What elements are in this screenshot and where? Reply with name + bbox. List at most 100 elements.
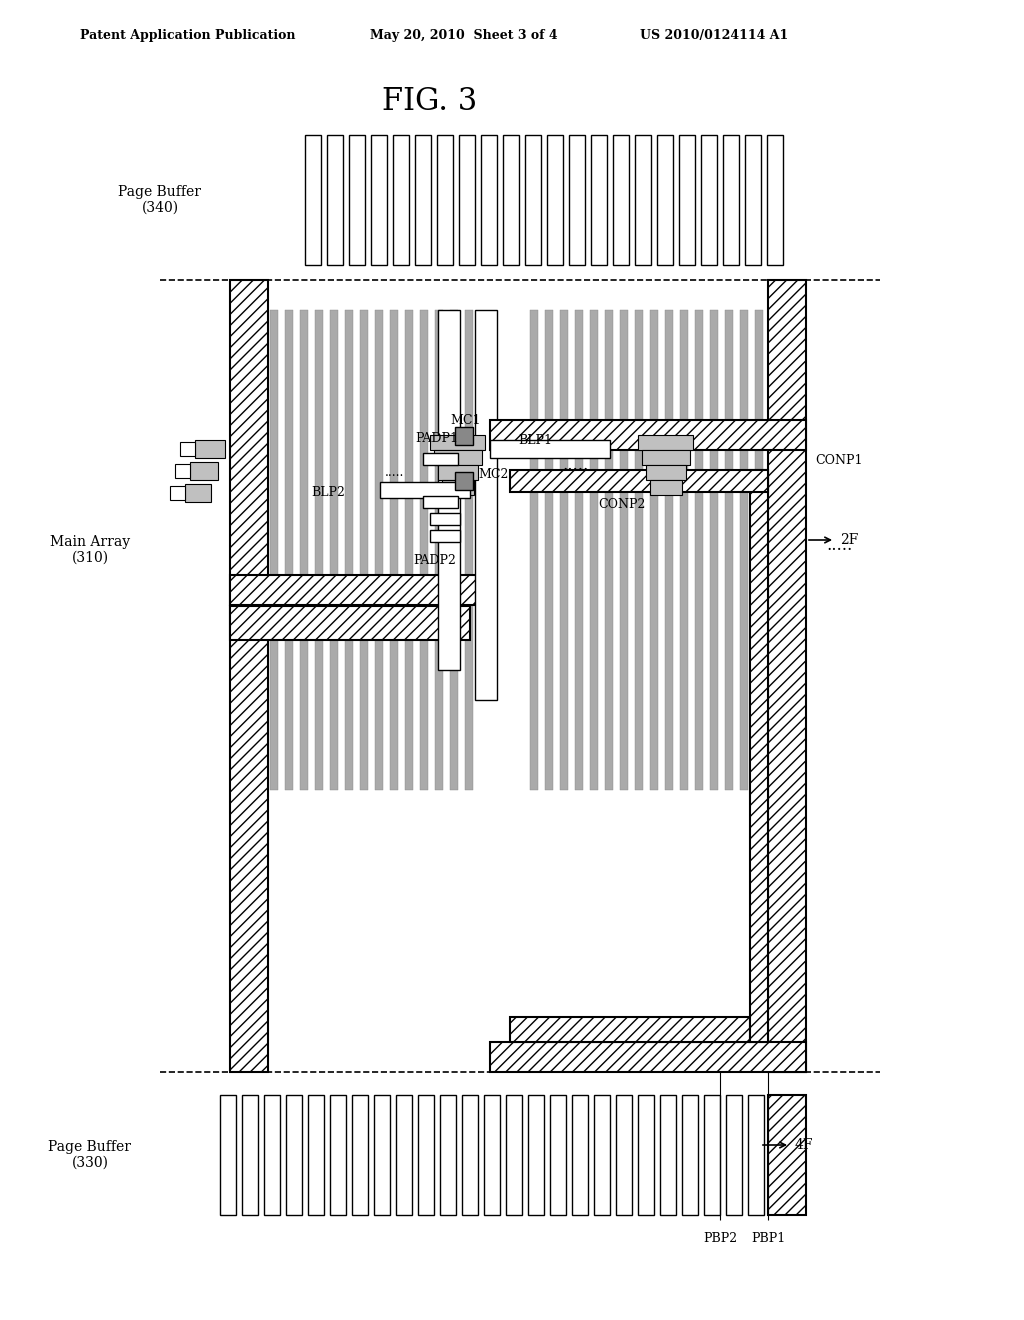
Bar [490,420,806,450]
Bar [745,135,761,265]
Text: PADP1: PADP1 [415,432,458,445]
Text: Page Buffer
(340): Page Buffer (340) [119,185,202,215]
Bar [459,135,475,265]
Bar [371,135,387,265]
Bar [725,310,733,789]
Bar [308,1096,324,1214]
Bar [768,280,806,1072]
Bar [616,1096,632,1214]
Bar [190,462,218,480]
Text: Main Array
(310): Main Array (310) [50,535,130,565]
Bar [594,1096,610,1214]
Bar [750,470,768,1041]
Bar [438,310,460,671]
Bar [650,480,682,495]
Bar [465,310,473,789]
Bar [705,1096,720,1214]
Bar [430,513,460,525]
Bar [755,310,763,789]
Bar [591,135,607,265]
Bar [390,310,398,789]
Text: 2F: 2F [840,533,858,546]
Bar [430,436,485,450]
Bar [418,1096,434,1214]
Bar [286,1096,302,1214]
Bar [230,576,495,605]
Bar [528,1096,544,1214]
Bar [635,310,643,789]
Bar [572,1096,588,1214]
Text: PBP1: PBP1 [751,1232,785,1245]
Bar [490,440,610,458]
Bar [330,1096,346,1214]
Bar [360,310,368,789]
Bar [710,310,718,789]
Bar [767,135,783,265]
Text: PBP2: PBP2 [702,1232,737,1245]
Bar [423,496,458,508]
Bar [349,135,365,265]
Bar [646,465,686,480]
Text: CONP1: CONP1 [815,454,862,466]
Bar [180,442,195,455]
Bar [545,310,553,789]
Bar [170,486,185,500]
Bar [638,436,693,450]
Bar [723,135,739,265]
Bar [525,135,541,265]
Bar [420,310,428,789]
Bar [455,426,473,445]
Bar [748,1096,764,1214]
Bar [438,465,478,480]
Bar [560,310,568,789]
Text: BLP1: BLP1 [518,433,552,446]
Bar [701,135,717,265]
Bar [503,135,519,265]
Text: BLP2: BLP2 [311,487,345,499]
Bar [374,1096,390,1214]
Bar [185,484,211,502]
Bar [380,482,470,498]
Bar [530,310,538,789]
Bar [547,135,563,265]
Bar [550,1096,566,1214]
Text: FIG. 3: FIG. 3 [382,87,477,117]
Text: PADP2: PADP2 [414,553,457,566]
Bar [638,1096,654,1214]
Text: .....: ..... [385,466,404,479]
Bar [230,606,470,640]
Bar [510,1016,750,1041]
Text: .....: ..... [826,536,853,553]
Text: MC2: MC2 [478,469,508,482]
Text: Patent Application Publication: Patent Application Publication [80,29,296,41]
Bar [650,310,658,789]
Bar [484,1096,500,1214]
Bar [590,310,598,789]
Bar [490,1041,806,1072]
Bar [665,310,673,789]
Bar [330,310,338,789]
Bar [415,135,431,265]
Bar [635,135,651,265]
Bar [506,1096,522,1214]
Bar [740,310,748,789]
Bar [682,1096,698,1214]
Bar [620,310,628,789]
Bar [440,1096,456,1214]
Bar [315,310,323,789]
Bar [455,473,473,490]
Bar [230,280,268,1072]
Bar [657,135,673,265]
Text: May 20, 2010  Sheet 3 of 4: May 20, 2010 Sheet 3 of 4 [370,29,558,41]
Bar [285,310,293,789]
Text: Page Buffer
(330): Page Buffer (330) [48,1140,131,1170]
Bar [175,465,190,478]
Bar [481,135,497,265]
Bar [768,1096,806,1214]
Bar [220,1096,236,1214]
Bar [270,310,278,789]
Bar [406,310,413,789]
Bar [300,310,308,789]
Bar [726,1096,742,1214]
Bar [264,1096,280,1214]
